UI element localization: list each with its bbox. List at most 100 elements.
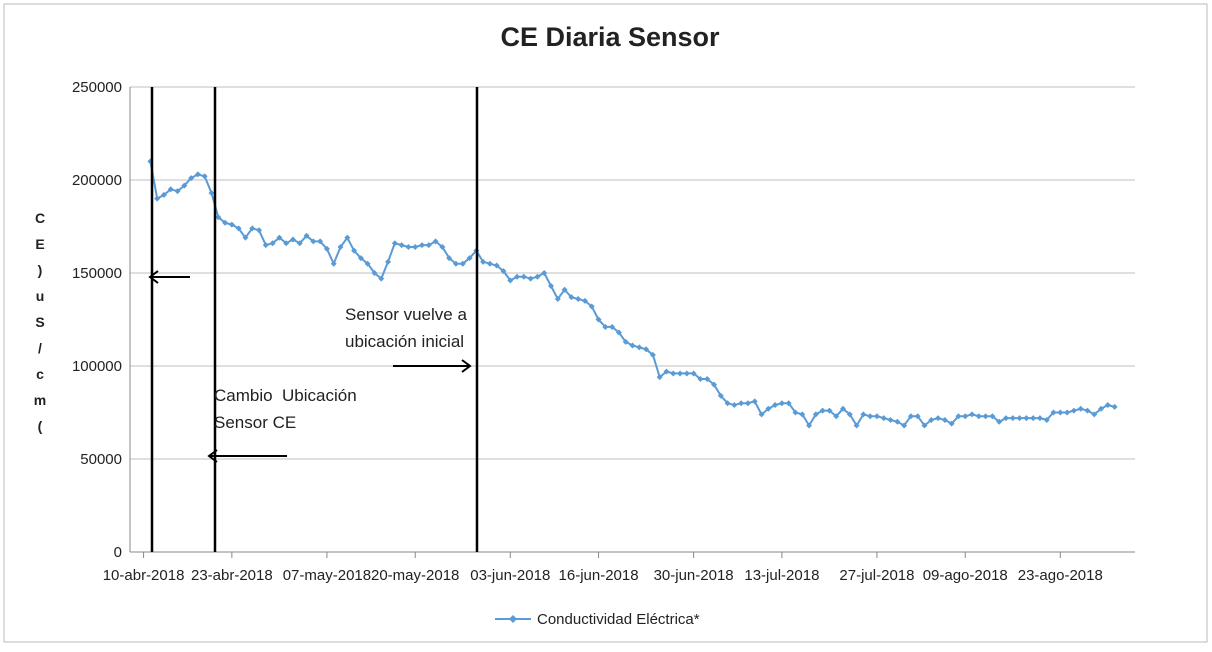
data-point [486,260,493,267]
data-point [860,411,867,418]
data-point [609,323,616,330]
annotation: Sensor CE [214,413,296,432]
data-point [222,219,229,226]
data-point [174,188,181,195]
data-point [921,422,928,429]
data-point [738,400,745,407]
data-point [840,405,847,412]
y-tick-label: 250000 [72,79,122,96]
data-point [683,370,690,377]
data-point [595,316,602,323]
data-point [867,413,874,420]
data-point [1091,411,1098,418]
arrow [393,359,472,373]
x-tick-label: 30-jun-2018 [654,567,734,584]
data-point [819,407,826,414]
data-point [215,214,222,221]
data-point [480,258,487,265]
data-point [500,268,507,275]
data-point [615,329,622,336]
data-point [1023,415,1030,422]
x-tick-label: 23-ago-2018 [1018,567,1103,584]
data-point [466,255,473,262]
y-axis-label: CE)uS/cm( [32,210,48,444]
data-point [493,262,500,269]
data-point [337,243,344,250]
x-tick-label: 07-may-2018 [283,567,371,584]
data-point [378,275,385,282]
data-point [969,411,976,418]
data-point [649,351,656,358]
data-point [507,277,514,284]
data-point [371,270,378,276]
y-tick-label: 0 [114,544,122,561]
data-point [751,398,758,405]
data-point [907,413,914,420]
data-point [717,392,724,399]
y-tick-label: 100000 [72,358,122,375]
data-point [873,413,880,420]
data-point [1050,409,1057,416]
data-point [812,411,819,418]
y-tick-label: 150000 [72,265,122,282]
data-point [799,411,806,418]
data-point [690,370,697,377]
data-point [670,370,677,377]
data-point [588,303,595,310]
data-point [1104,402,1111,409]
y-tick-label: 50000 [80,451,122,468]
data-point [1077,405,1084,412]
x-tick-label: 03-jun-2018 [470,567,550,584]
data-point [425,242,432,249]
data-point [935,415,942,422]
data-point [1084,407,1091,414]
y-tick-label: 200000 [72,172,122,189]
data-point [704,376,711,383]
data-point [520,273,527,280]
data-point [344,234,351,241]
data-point [772,402,779,409]
data-point [242,234,249,241]
data-point [941,416,948,423]
data-point [351,247,358,254]
data-point [663,368,670,375]
data-point [1009,415,1016,422]
data-point [262,242,269,249]
data-point [548,283,555,290]
data-point [901,422,908,429]
x-tick-label: 27-jul-2018 [839,567,914,584]
data-point [439,243,446,250]
arrows [148,270,472,463]
data-point [330,260,337,267]
data-point [758,411,765,418]
data-point [1098,405,1105,412]
data-point [534,273,541,280]
x-tick-label: 20-may-2018 [371,567,459,584]
data-point [527,275,534,282]
arrow [207,449,287,463]
legend-label: Conductividad Eléctrica* [537,611,700,628]
data-point [846,411,853,418]
data-point [677,370,684,377]
data-point [765,405,772,412]
data-point [554,296,561,303]
data-point [853,422,860,429]
data-point [323,245,330,252]
x-tick-label: 13-jul-2018 [744,567,819,584]
data-point [283,240,290,247]
data-point [1036,415,1043,422]
data-point [744,400,751,407]
data-point [276,234,283,241]
data-point [249,225,256,232]
data-point [391,240,398,247]
data-point [962,413,969,420]
data-point [894,418,901,425]
data-point [296,240,303,247]
data-point [154,195,161,202]
data-point [459,260,466,267]
data-point [432,238,439,245]
data-point [581,297,588,304]
chart-border [3,3,1208,643]
data-point [602,323,609,330]
data-point [996,418,1003,425]
